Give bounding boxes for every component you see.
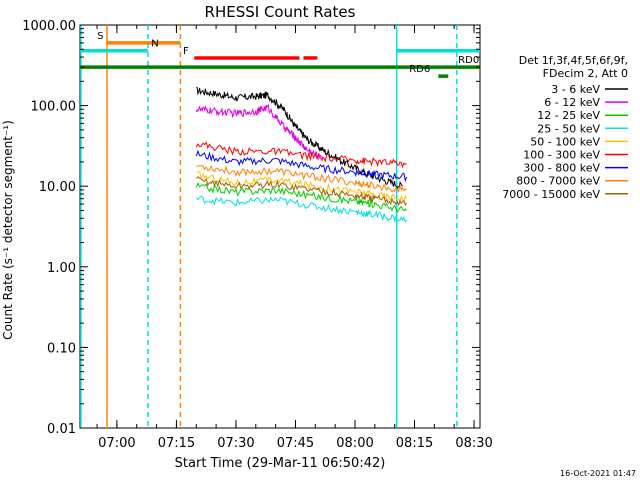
legend-label: 800 - 7000 keV [516, 175, 600, 188]
flag-label: F [183, 46, 189, 57]
legend-label: 12 - 25 keV [537, 109, 600, 122]
series-line [195, 141, 407, 169]
legend-label: 50 - 100 keV [530, 135, 600, 148]
plot-frame [79, 24, 481, 429]
plot-area: S N F RD0 RD6 [79, 24, 481, 429]
chart-title: RHESSI Count Rates [205, 3, 356, 21]
y-tick-label: 0.10 [47, 341, 76, 356]
legend-label: 300 - 800 keV [523, 162, 600, 175]
y-axis-label: Count Rate (s⁻¹ detector segment⁻¹) [1, 120, 15, 340]
series-line [195, 103, 324, 162]
legend-label: 100 - 300 keV [523, 149, 600, 162]
x-axis: 07:00 07:15 07:30 07:45 08:00 08:15 08:30 [96, 25, 493, 451]
series-line [195, 149, 408, 183]
x-tick-label: 07:00 [98, 436, 135, 451]
legend-label: 3 - 6 keV [551, 83, 600, 96]
y-tick-label: 100.00 [31, 100, 77, 115]
y-tick-label: 1000.00 [22, 19, 76, 34]
x-tick-label: 07:15 [158, 436, 195, 451]
x-axis-label: Start Time (29-Mar-11 06:50:42) [175, 456, 386, 471]
x-tick-label: 08:30 [455, 436, 492, 451]
x-tick-label: 07:30 [217, 436, 254, 451]
legend-label: 6 - 12 keV [544, 96, 600, 109]
y-tick-label: 1.00 [47, 261, 76, 276]
series-line [196, 86, 403, 190]
flag-label: S [97, 31, 103, 42]
x-tick-label: 08:15 [396, 436, 433, 451]
x-tick-label: 08:00 [336, 436, 373, 451]
legend-label: 7000 - 15000 keV [502, 188, 600, 201]
series-line [196, 165, 407, 193]
series-line [195, 182, 407, 214]
y-tick-label: 0.01 [47, 422, 76, 437]
legend-label: 25 - 50 keV [537, 122, 600, 135]
flag-label: RD0 [458, 55, 479, 66]
y-axis: 1000.00 100.00 10.00 1.00 0.10 0.01 [22, 19, 480, 437]
legend: Det 1f,3f,4f,5f,6f,9f,FDecim 2, Att 0 3 -… [502, 54, 628, 201]
series-line [196, 195, 407, 223]
flag-label: N [151, 39, 158, 50]
series-line [195, 176, 408, 207]
flag-label: RD6 [409, 64, 430, 75]
y-tick-label: 10.00 [39, 180, 76, 195]
x-tick-label: 07:45 [277, 436, 314, 451]
legend-header: FDecim 2, Att 0 [543, 67, 628, 80]
footer-timestamp: 16-Oct-2021 01:47 [560, 469, 636, 478]
legend-header: Det 1f,3f,4f,5f,6f,9f, [519, 54, 628, 67]
